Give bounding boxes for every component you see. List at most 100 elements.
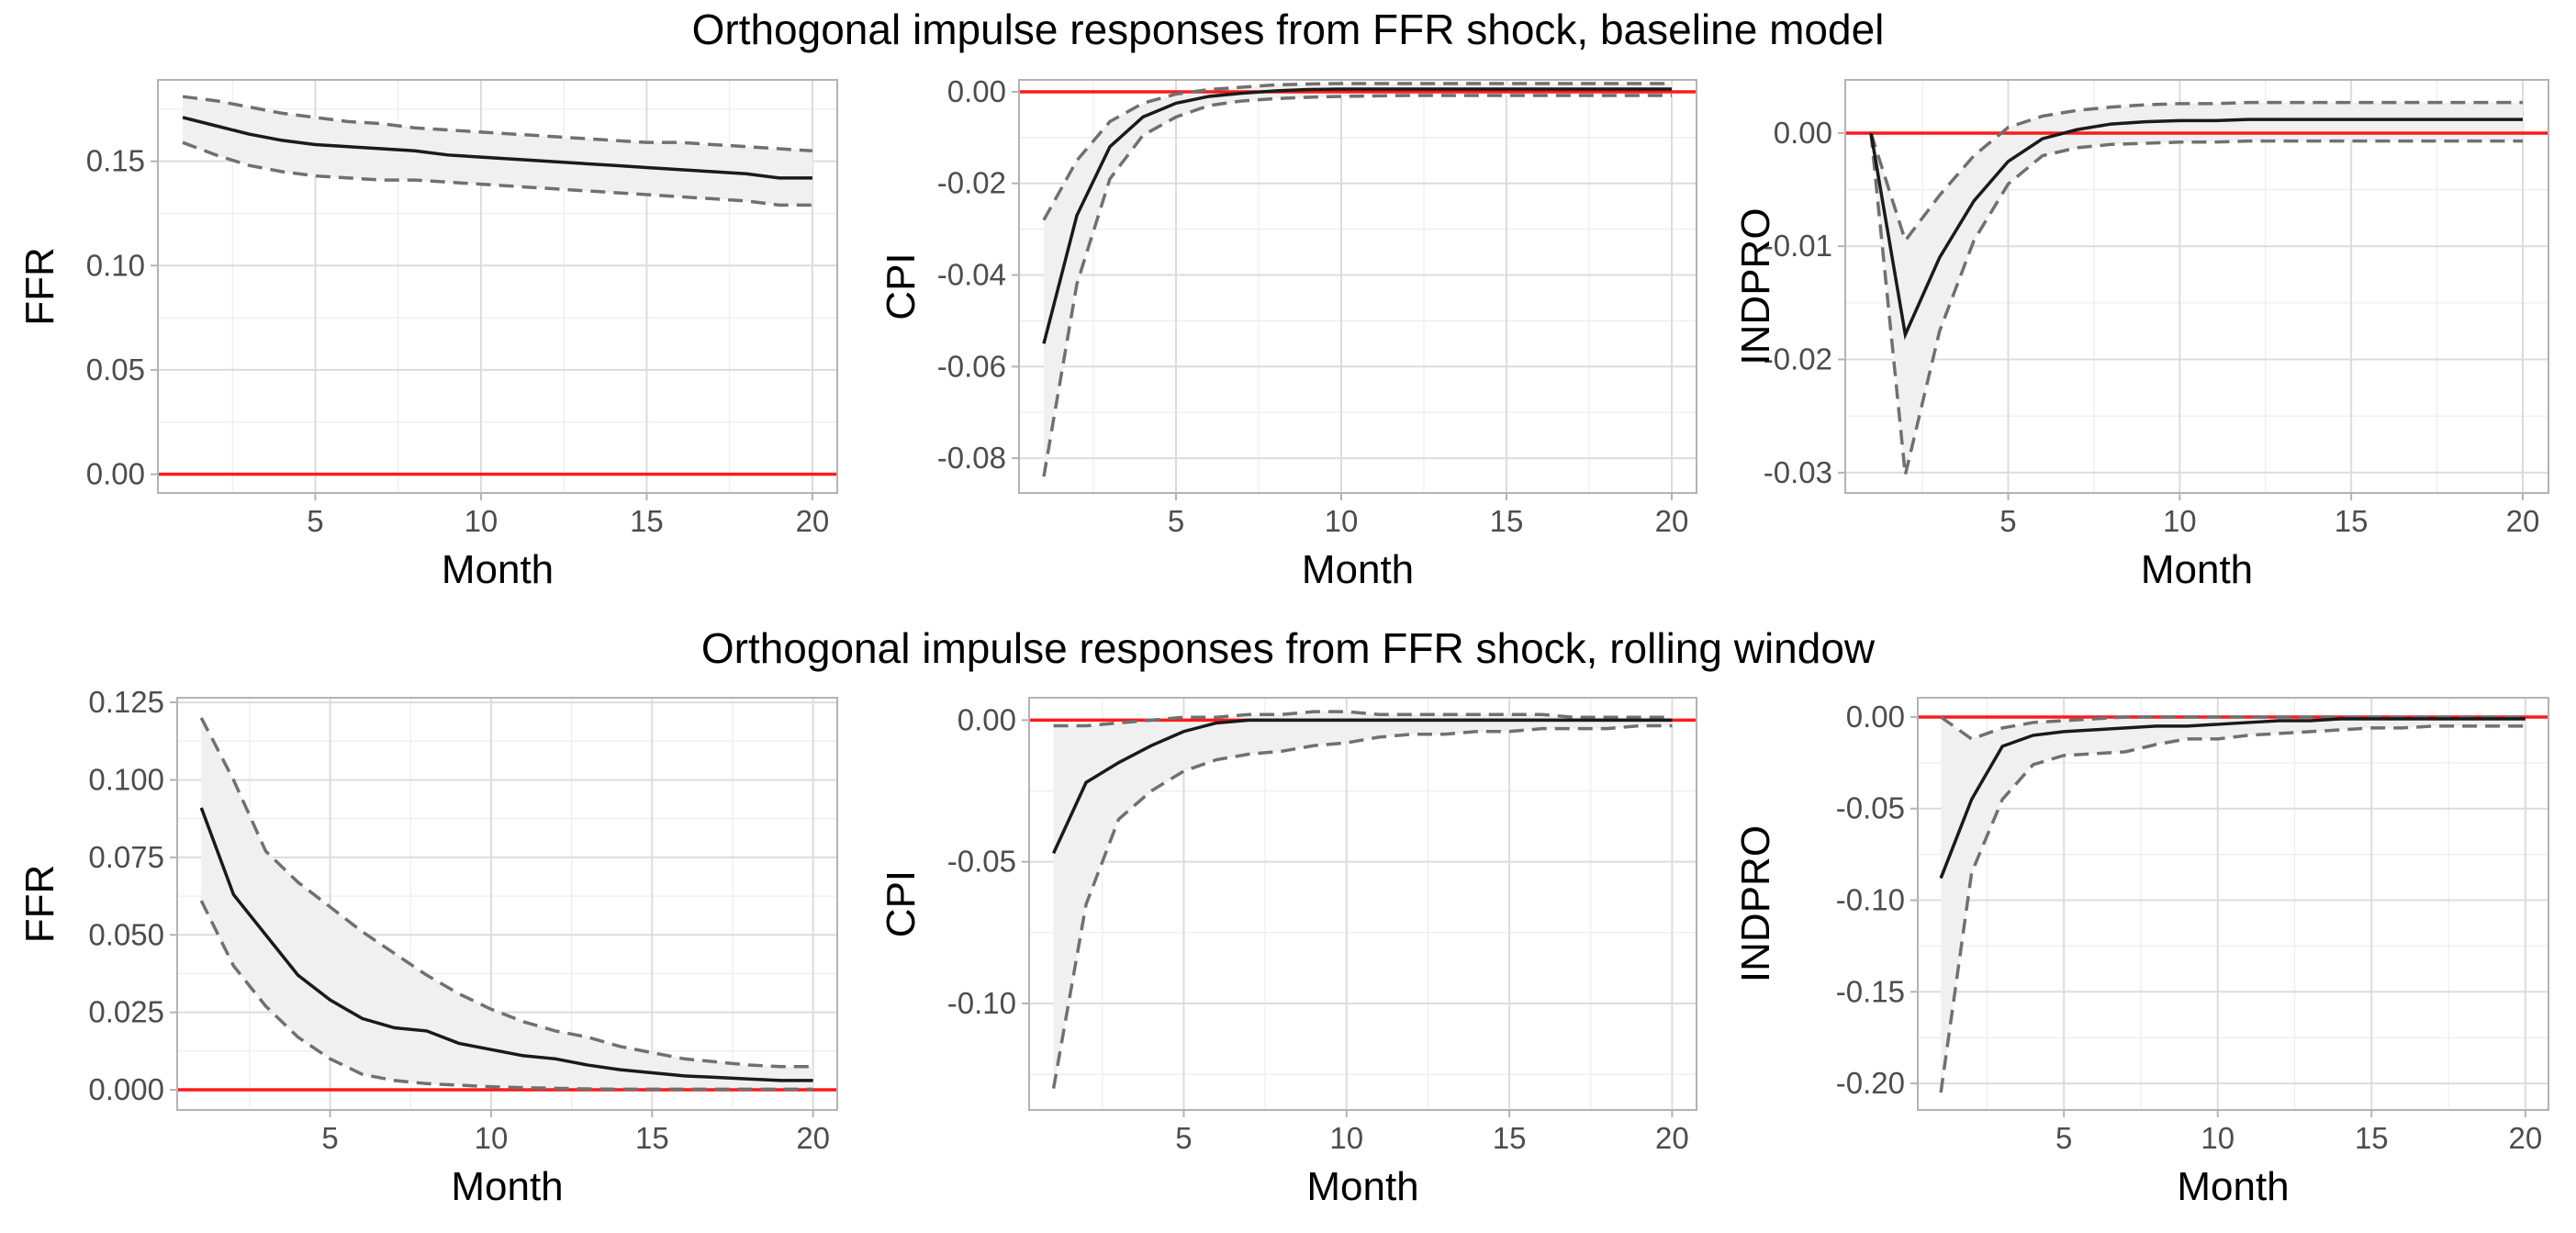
upper-bound-line [1042, 82, 1672, 221]
x-tick-label: 15 [1493, 1121, 1527, 1155]
x-tick-label: 5 [1999, 504, 2016, 538]
lower-bound-line [1042, 94, 1672, 477]
y-tick-label: -0.10 [947, 986, 1016, 1020]
row-title-baseline: Orthogonal impulse responses from FFR sh… [692, 6, 1885, 53]
x-tick-label: 5 [307, 504, 323, 538]
x-tick-label: 20 [796, 1121, 830, 1155]
x-tick-label: 5 [1175, 1121, 1192, 1155]
y-tick-label: -0.04 [937, 258, 1006, 292]
y-tick-label: 0.00 [1846, 700, 1905, 734]
x-tick-label: 15 [630, 504, 664, 538]
y-tick-label: 0.00 [86, 457, 145, 491]
x-tick-label: 15 [2355, 1121, 2389, 1155]
y-axis-title: INDPRO [1733, 825, 1778, 982]
panel-border [1018, 79, 1697, 494]
y-tick-label: 0.125 [88, 685, 164, 719]
upper-bound-line [182, 95, 813, 153]
x-tick-label: 20 [796, 504, 830, 538]
upper-bound-line [199, 717, 813, 1069]
lower-bound-line [1869, 132, 2523, 476]
impulse-response-line [1939, 717, 2526, 880]
x-axis-title: Month [451, 1164, 563, 1209]
x-tick-label: 10 [475, 1121, 509, 1155]
y-axis-title: FFR [17, 865, 62, 944]
y-tick-label: -0.03 [1764, 455, 1832, 489]
x-tick-label: 10 [2163, 504, 2197, 538]
x-tick-label: 5 [2055, 1121, 2072, 1155]
y-tick-label: 0.025 [88, 995, 164, 1029]
y-tick-label: 0.00 [947, 74, 1006, 108]
panel-baseline-indpro: 5 10 15 20 0.00 -0.01 -0.02 -0.03 Month INDPRO [1733, 79, 2549, 592]
panel-border [1917, 697, 2549, 1111]
confidence-band [201, 717, 813, 1090]
impulse-response-line [199, 807, 813, 1082]
upper-bound-line [1940, 715, 2526, 741]
confidence-band [1941, 716, 2526, 1093]
y-tick-label: 0.050 [88, 917, 164, 951]
x-tick-label: 15 [635, 1121, 669, 1155]
lower-bound-line [1051, 723, 1673, 1089]
y-tick-label: 0.000 [88, 1072, 164, 1106]
y-tick-label: -0.02 [1764, 342, 1832, 376]
x-tick-label: 15 [2335, 504, 2369, 538]
panel-rolling-indpro: 5 10 15 20 0.00 -0.05 -0.10 -0.15 -0.20 Month INDP… [1733, 697, 2549, 1209]
x-axis-title: Month [2141, 547, 2253, 592]
y-tick-label: -0.08 [937, 441, 1006, 475]
lower-bound-line [182, 140, 812, 207]
y-tick-label: 0.15 [86, 144, 145, 178]
y-tick-label: 0.10 [86, 248, 145, 282]
impulse-response-line [182, 116, 812, 180]
y-tick-label: 0.05 [86, 353, 145, 387]
y-tick-label: -0.10 [1836, 883, 1905, 917]
row-title-rolling: Orthogonal impulse responses from FFR sh… [701, 624, 1876, 672]
panel-border [157, 79, 838, 494]
y-axis-title: INDPRO [1733, 207, 1778, 364]
y-axis-title: CPI [879, 252, 924, 319]
x-axis-title: Month [2177, 1164, 2289, 1209]
y-axis-title: FFR [17, 247, 62, 326]
panel-rolling-ffr: 5 10 15 20 0.000 0.025 0.050 0.075 0.100 0.125 Mon… [17, 685, 838, 1209]
y-tick-label: -0.02 [937, 166, 1006, 200]
x-tick-label: 10 [1329, 1121, 1363, 1155]
panel-border [1028, 697, 1697, 1111]
x-tick-label: 20 [2506, 504, 2540, 538]
y-tick-label: -0.15 [1836, 974, 1905, 1008]
x-tick-label: 20 [2509, 1121, 2543, 1155]
x-axis-title: Month [1306, 1164, 1418, 1209]
panel-baseline-ffr: 5 10 15 20 0.00 0.05 0.10 0.15 Month FFR [17, 79, 838, 592]
panel-border [176, 697, 838, 1111]
x-tick-label: 15 [1490, 504, 1524, 538]
confidence-band [183, 96, 812, 206]
y-tick-label: -0.06 [937, 349, 1006, 383]
panel-border [1844, 79, 2549, 494]
x-axis-title: Month [1302, 547, 1414, 592]
y-tick-label: -0.05 [947, 845, 1016, 879]
x-tick-label: 5 [1168, 504, 1184, 538]
x-tick-label: 20 [1655, 504, 1689, 538]
y-tick-label: 0.00 [1774, 116, 1832, 150]
y-tick-label: -0.01 [1764, 229, 1832, 263]
panel-baseline-cpi: 5 10 15 20 0.00 -0.02 -0.04 -0.06 -0.08 Month CPI [879, 74, 1697, 592]
x-tick-label: 10 [2201, 1121, 2234, 1155]
impulse-response-line [1869, 118, 2523, 341]
y-tick-label: 0.075 [88, 840, 164, 874]
impulse-response-line [1052, 718, 1673, 855]
upper-bound-line [1869, 100, 2523, 244]
panel-grid: 5 10 15 20 0.00 0.05 0.10 0.15 Month FFR 5 10 15 20 0.… [17, 74, 2549, 1209]
y-tick-label: 0.00 [958, 702, 1016, 736]
upper-bound-line [1053, 710, 1673, 728]
x-axis-title: Month [442, 547, 554, 592]
panel-rolling-cpi: 5 10 15 20 0.00 -0.05 -0.10 Month CPI [879, 697, 1697, 1209]
x-tick-label: 10 [1325, 504, 1359, 538]
x-tick-label: 20 [1655, 1121, 1689, 1155]
y-tick-label: -0.05 [1836, 791, 1905, 825]
lower-bound-line [1939, 724, 2526, 1093]
y-tick-label: 0.100 [88, 762, 164, 796]
confidence-band [1871, 102, 2523, 476]
y-tick-label: -0.20 [1836, 1066, 1905, 1100]
y-axis-title: CPI [879, 870, 924, 937]
confidence-band [1053, 712, 1673, 1089]
x-tick-label: 10 [465, 504, 498, 538]
impulse-response-line [1042, 87, 1672, 344]
